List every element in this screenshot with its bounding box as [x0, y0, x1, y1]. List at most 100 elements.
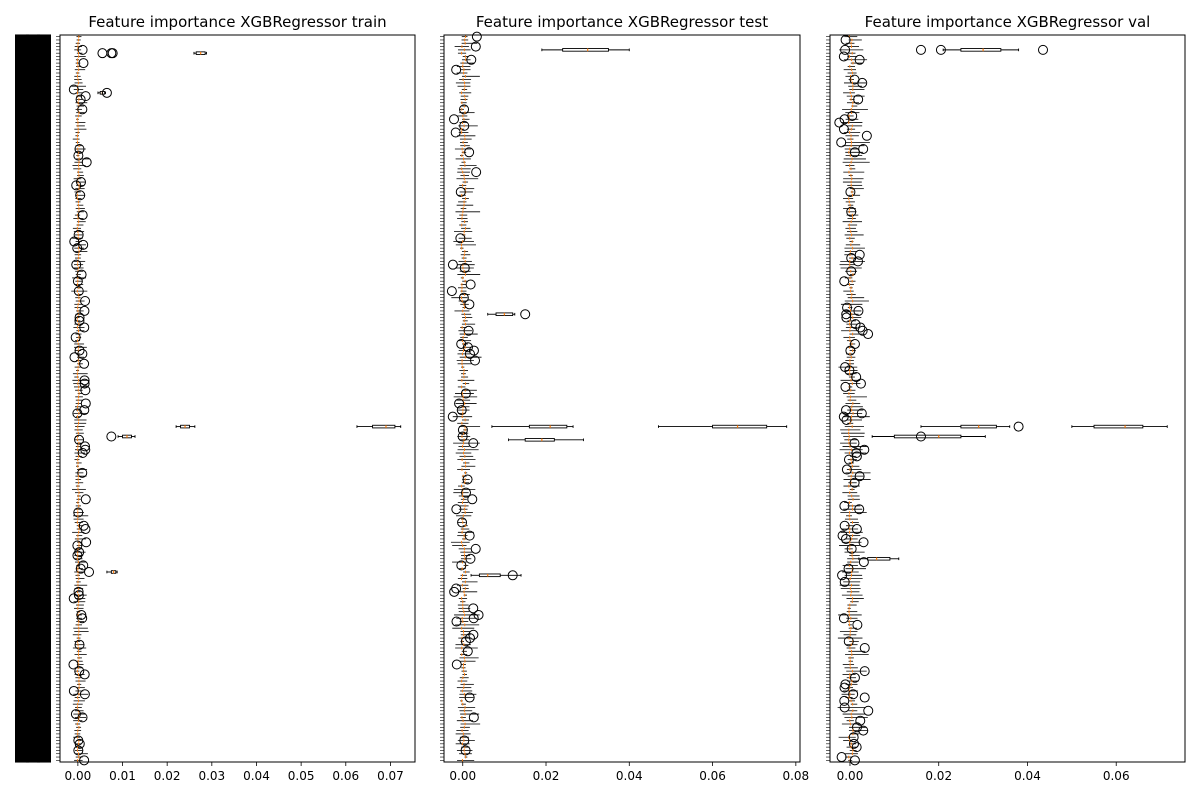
y-tick-label-mark	[15, 407, 29, 413]
y-tick-label-mark	[15, 639, 29, 644]
y-tick-label-mark	[26, 202, 40, 208]
y-tick-label-mark	[37, 556, 51, 561]
outlier-point	[849, 438, 860, 449]
outlier-point	[470, 41, 481, 52]
outlier-point	[459, 735, 470, 746]
outlier-point	[460, 745, 471, 756]
outlier-point	[468, 712, 479, 723]
y-tick-label-mark	[37, 454, 51, 459]
y-tick-label-mark	[37, 625, 51, 631]
outlier-point	[837, 530, 848, 541]
axes-frame	[829, 34, 1186, 763]
y-axis-ticks	[440, 36, 444, 761]
outlier-point	[471, 167, 482, 178]
outlier-point	[80, 444, 91, 455]
y-tick-label-mark	[15, 470, 29, 476]
x-tick-label: 0.02	[154, 769, 181, 783]
y-tick-label-mark	[37, 335, 51, 340]
outlier-point	[460, 388, 471, 399]
outlier-point	[849, 755, 860, 766]
plot-area	[446, 31, 788, 762]
y-tick-label-mark	[26, 516, 40, 522]
y-tick-label-mark	[15, 437, 29, 443]
y-tick-label-mark	[37, 123, 51, 129]
y-tick-label-mark	[15, 282, 29, 287]
outlier-point	[855, 715, 866, 726]
y-tick-label-mark	[15, 685, 29, 690]
y-tick-label-mark	[26, 97, 40, 102]
y-tick-label-mark	[26, 388, 40, 393]
y-tick-label-mark	[26, 569, 40, 575]
outlier-point	[470, 543, 481, 554]
x-tick-label: 0.02	[533, 769, 560, 783]
outlier-point	[72, 540, 83, 551]
y-tick-label-mark	[15, 751, 29, 756]
y-tick-label-mark	[37, 721, 51, 727]
outlier-point	[839, 682, 850, 693]
y-tick-label-mark	[37, 179, 51, 185]
y-tick-label-mark	[26, 530, 40, 535]
y-tick-label-mark	[15, 229, 29, 234]
outlier-point	[459, 262, 470, 273]
y-tick-label-mark	[26, 619, 40, 624]
y-tick-label-mark	[26, 662, 40, 667]
y-tick-label-mark	[37, 414, 51, 419]
y-tick-label-mark	[15, 715, 29, 720]
outlier-point	[451, 616, 462, 627]
y-axis-ticks	[826, 36, 830, 761]
y-tick-label-mark	[37, 510, 51, 515]
y-tick-label-mark	[37, 599, 51, 604]
y-tick-label-mark	[26, 361, 40, 367]
y-tick-label-mark	[15, 176, 29, 181]
y-tick-label-mark	[37, 239, 51, 244]
y-tick-label-mark	[37, 374, 51, 380]
y-tick-label-mark	[26, 364, 40, 370]
outlier-point	[1013, 421, 1024, 432]
outlier-point	[935, 44, 946, 55]
y-tick-label-mark	[15, 113, 29, 119]
y-tick-label-mark	[26, 123, 40, 129]
y-tick-label-mark	[26, 616, 40, 621]
y-tick-label-mark	[15, 487, 29, 492]
outlier-point	[841, 464, 852, 475]
y-tick-label-mark	[37, 695, 51, 700]
outlier-point	[464, 147, 475, 158]
y-tick-label-mark	[37, 341, 51, 347]
y-tick-label-mark	[26, 685, 40, 690]
y-tick-label-mark	[15, 130, 29, 135]
y-tick-label-mark	[26, 318, 40, 324]
y-tick-label-mark	[26, 335, 40, 340]
y-tick-label-mark	[26, 113, 40, 119]
y-tick-label-mark	[15, 609, 29, 614]
x-tick-label: 0.00	[837, 769, 864, 783]
y-tick-label-mark	[15, 117, 29, 122]
y-tick-label-mark	[26, 421, 40, 426]
y-tick-label-mark	[15, 358, 29, 363]
outlier-point	[80, 91, 91, 102]
y-tick-label-mark	[15, 450, 29, 456]
y-tick-label-mark	[37, 526, 51, 532]
y-tick-label-mark	[37, 97, 51, 102]
outlier-point	[849, 147, 860, 158]
y-tick-label-mark	[15, 625, 29, 631]
y-tick-label-mark	[15, 136, 29, 142]
y-tick-label-mark	[15, 576, 29, 581]
y-tick-label-mark	[15, 394, 29, 400]
y-tick-label-mark	[37, 44, 51, 49]
y-tick-label-mark	[37, 464, 51, 469]
y-tick-label-mark	[15, 708, 29, 713]
y-tick-label-mark	[26, 133, 40, 138]
y-tick-label-mark	[26, 635, 40, 641]
y-tick-label-mark	[37, 665, 51, 671]
y-tick-label-mark	[26, 47, 40, 53]
x-tick-label: 0.00	[65, 769, 92, 783]
outlier-point	[80, 494, 91, 505]
y-tick-label-mark	[15, 731, 29, 737]
y-tick-label-mark	[26, 384, 40, 390]
y-tick-label-mark	[37, 338, 51, 343]
y-tick-label-mark	[26, 424, 40, 429]
outlier-point	[79, 322, 90, 333]
y-tick-label-mark	[37, 668, 51, 674]
y-tick-label-mark	[37, 698, 51, 704]
x-axis-ticks: 0.00 0.01 0.02 0.03 0.04 0.05 0.06 0.07	[65, 762, 404, 783]
